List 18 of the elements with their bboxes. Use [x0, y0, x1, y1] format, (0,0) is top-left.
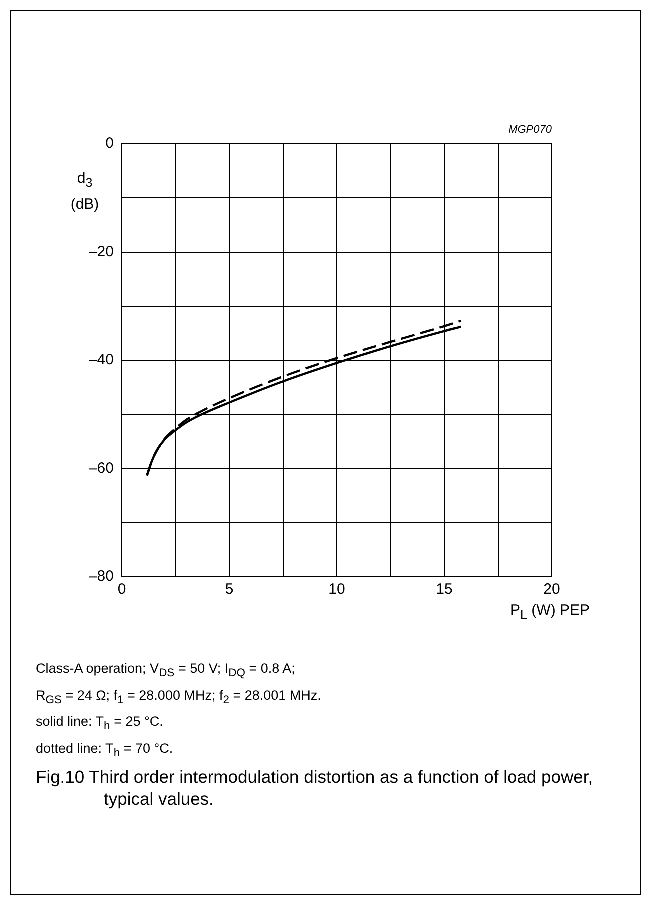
x-tick-label: 20 [544, 581, 560, 598]
y-tick-label: 0 [106, 135, 114, 152]
text: dotted line: T$_{h}$ = 70 °C. [36, 741, 174, 760]
y-tick-label: –40 [88, 352, 114, 369]
text: Fig.10 Third order intermodulation distortion as a function of load power, typical values. [36, 766, 594, 810]
x-axis-title: P$_{L}$ (W) PEP [510, 602, 590, 622]
y-tick-label: –80 [88, 568, 114, 586]
text: R$_{GS}$ = 24 Ω; f$_{1}$ = 28.000 MHz; f$_{2}$ = 28.001 MHz. [36, 688, 322, 706]
text: solid line: T$_{h}$ = 25 °C. [36, 714, 164, 734]
text: Class-A operation; V$_{DS}$ = 50 V; I$_{DQ}$ = 0.8 A; [36, 661, 296, 680]
text: MGP070 [508, 124, 552, 136]
x-tick-label: 10 [328, 581, 346, 598]
y-axis-title: d$_{3}$ (dB) [70, 169, 100, 215]
x-tick-label: 5 [225, 581, 234, 598]
y-tick-label: –60 [88, 460, 114, 477]
x-tick-label: 0 [118, 581, 126, 598]
y-tick-label: –20 [88, 243, 114, 260]
x-tick-label: 15 [436, 581, 453, 598]
